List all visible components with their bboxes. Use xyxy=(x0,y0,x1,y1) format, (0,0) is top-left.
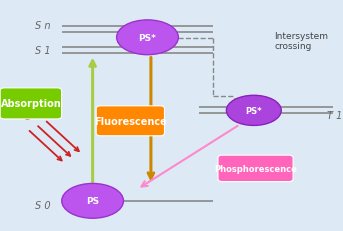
Text: S n: S n xyxy=(35,20,51,30)
Text: PS: PS xyxy=(86,197,99,205)
Text: S 0: S 0 xyxy=(35,201,51,211)
Text: PS*: PS* xyxy=(139,34,156,43)
FancyBboxPatch shape xyxy=(96,106,164,136)
Text: PS*: PS* xyxy=(246,106,262,115)
Ellipse shape xyxy=(62,184,123,218)
Text: S 1: S 1 xyxy=(35,46,51,56)
Text: T 1: T 1 xyxy=(327,110,342,121)
Text: Intersystem
crossing: Intersystem crossing xyxy=(274,32,328,51)
Text: Absorption: Absorption xyxy=(0,99,61,109)
Text: light: light xyxy=(19,109,46,119)
Ellipse shape xyxy=(226,96,281,126)
Text: Fluorescence: Fluorescence xyxy=(94,116,167,126)
Text: Phosphorescence: Phosphorescence xyxy=(214,164,297,173)
FancyBboxPatch shape xyxy=(218,155,293,182)
Ellipse shape xyxy=(117,21,178,55)
FancyBboxPatch shape xyxy=(0,88,62,119)
